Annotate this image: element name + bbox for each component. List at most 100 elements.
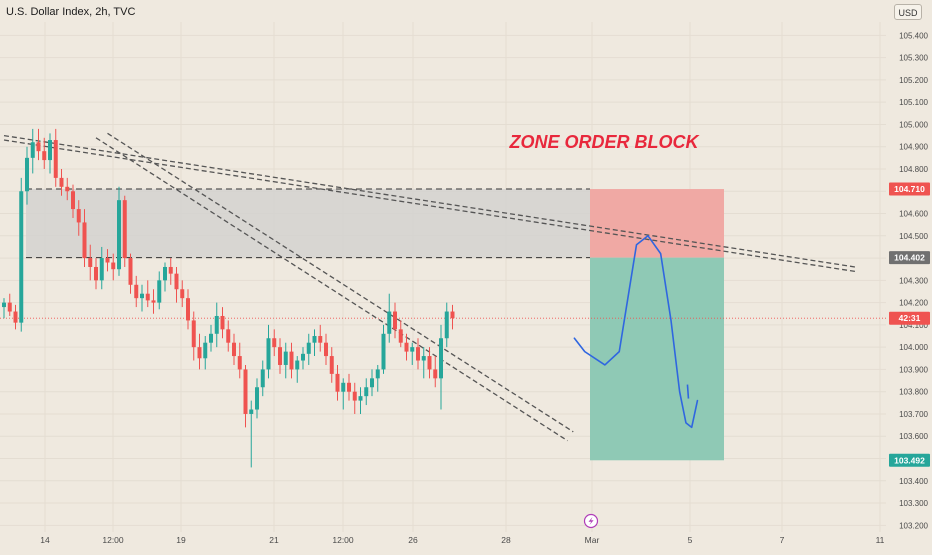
candle <box>444 302 449 348</box>
y-tick-label: 105.000 <box>899 120 928 129</box>
candle <box>99 246 104 290</box>
x-tick-label: 21 <box>269 535 279 545</box>
y-tick-label: 105.200 <box>899 76 928 85</box>
candles <box>2 128 455 468</box>
trendlines <box>3 132 856 442</box>
y-tick-label: 104.600 <box>899 210 928 219</box>
candle <box>203 336 208 370</box>
candle <box>404 333 409 361</box>
candle <box>105 249 110 272</box>
y-tick-label: 103.800 <box>899 388 928 397</box>
candle <box>237 342 242 379</box>
candle <box>295 356 300 383</box>
price-label: 103.492 <box>889 453 930 467</box>
lightning-icon[interactable] <box>583 513 599 529</box>
candle <box>341 378 346 410</box>
candle <box>278 338 282 374</box>
candle <box>289 342 294 379</box>
candle <box>416 338 420 370</box>
candle <box>433 356 438 388</box>
candle <box>191 311 196 361</box>
y-tick-label: 103.900 <box>899 365 928 374</box>
candle <box>335 364 340 401</box>
candle <box>71 184 75 218</box>
y-tick-label: 103.200 <box>899 521 928 530</box>
candle <box>375 364 380 392</box>
trendline <box>107 132 574 433</box>
projected-path-tail <box>686 384 690 399</box>
candle <box>358 387 363 414</box>
time-axis: 14 12:00 19 21 12:00 26 28 Mar 5 7 11 <box>40 535 884 545</box>
candle <box>226 320 231 352</box>
candle <box>36 128 41 161</box>
x-tick-label: Mar <box>585 535 600 545</box>
candle <box>140 284 144 312</box>
price-label: 104.402 <box>889 251 930 265</box>
y-tick-label: 103.300 <box>899 499 928 508</box>
candle <box>117 186 121 276</box>
candle <box>450 304 455 330</box>
candle <box>145 280 150 308</box>
projection-path <box>573 234 699 429</box>
candle <box>2 298 6 319</box>
candle <box>53 128 58 187</box>
x-tick-label: 28 <box>501 535 511 545</box>
y-tick-label: 105.100 <box>899 98 928 107</box>
y-tick-label: 104.800 <box>899 165 928 174</box>
candle <box>174 266 179 303</box>
candle <box>30 128 35 174</box>
candle <box>243 364 248 428</box>
y-tick-label: 104.000 <box>899 343 928 352</box>
candle <box>283 342 288 379</box>
candle <box>266 324 271 379</box>
candle <box>42 137 47 169</box>
candle <box>180 280 185 308</box>
order-block-rect <box>26 189 590 258</box>
candle <box>364 378 369 406</box>
candle <box>163 262 167 292</box>
candle <box>88 244 93 281</box>
svg-text:104.710: 104.710 <box>894 184 925 194</box>
candle <box>232 333 236 365</box>
candle <box>352 382 357 414</box>
price-label: 104.710 <box>889 182 930 196</box>
candle <box>220 307 225 339</box>
y-tick-label: 105.300 <box>899 54 928 63</box>
projected-path <box>573 234 699 429</box>
x-tick-label: 7 <box>780 535 785 545</box>
x-tick-label: 12:00 <box>332 535 354 545</box>
y-tick-label: 103.700 <box>899 410 928 419</box>
price-axis: 103.200103.300103.400103.500103.600103.7… <box>899 31 928 530</box>
candle <box>94 258 98 290</box>
candle <box>427 347 432 379</box>
candle <box>249 400 254 468</box>
candle <box>214 302 219 348</box>
candle <box>324 333 328 365</box>
candle <box>7 293 12 316</box>
candle <box>197 333 202 370</box>
svg-text:104.402: 104.402 <box>894 253 925 263</box>
candle <box>381 324 386 374</box>
take-profit-zone <box>590 257 724 461</box>
candle <box>421 347 426 379</box>
candle <box>122 195 127 267</box>
y-tick-label: 103.400 <box>899 477 928 486</box>
candle <box>398 320 403 348</box>
candle <box>168 258 173 285</box>
candle <box>13 304 18 330</box>
y-tick-label: 103.600 <box>899 432 928 441</box>
currency-button[interactable]: USD <box>894 4 922 20</box>
candle <box>65 177 70 201</box>
candle <box>393 302 397 339</box>
candle <box>82 209 87 267</box>
x-tick-label: 11 <box>876 535 885 545</box>
x-tick-label: 14 <box>40 535 50 545</box>
candle <box>76 200 81 236</box>
candle <box>387 293 392 343</box>
candle <box>19 177 24 332</box>
candle <box>329 347 334 383</box>
candle <box>439 324 443 410</box>
candle <box>128 253 133 294</box>
